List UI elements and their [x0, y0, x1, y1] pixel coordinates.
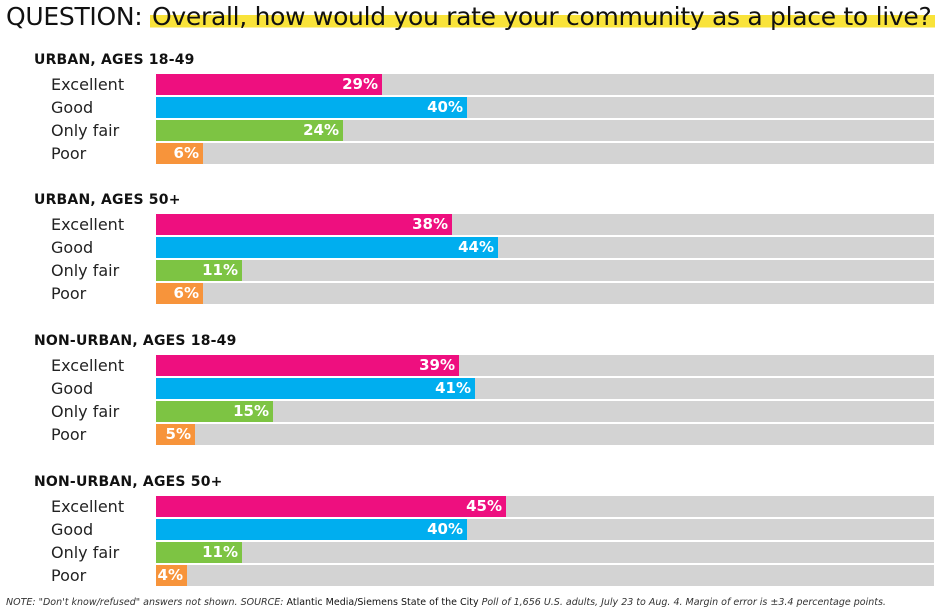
footnote: NOTE: "Don't know/refused" answers not s…: [6, 597, 886, 608]
bar: 4%: [156, 565, 187, 586]
group-title: NON-URBAN, AGES 50+: [34, 474, 223, 490]
bar-value-label: 45%: [466, 497, 502, 515]
bar-track: 39%: [156, 355, 934, 376]
bar-track: 11%: [156, 260, 934, 281]
bar: 44%: [156, 237, 498, 258]
bar-track: 6%: [156, 283, 934, 304]
category-label: Good: [51, 98, 94, 117]
bar-track: 45%: [156, 496, 934, 517]
bar-row: Excellent 38%: [0, 214, 940, 235]
bar: 5%: [156, 424, 195, 445]
bar-track: 4%: [156, 565, 934, 586]
bar-value-label: 6%: [173, 144, 199, 162]
bar: 6%: [156, 143, 203, 164]
bar-row: Only fair 15%: [0, 401, 940, 422]
bar-value-label: 29%: [342, 75, 378, 93]
bar: 39%: [156, 355, 459, 376]
bar: 40%: [156, 519, 467, 540]
bar-row: Poor 6%: [0, 283, 940, 304]
bar-row: Good 44%: [0, 237, 940, 258]
bar-row: Excellent 29%: [0, 74, 940, 95]
bar: 11%: [156, 260, 242, 281]
category-label: Good: [51, 238, 94, 257]
category-label: Only fair: [51, 402, 120, 421]
bar-track: 40%: [156, 519, 934, 540]
bar-row: Only fair 11%: [0, 260, 940, 281]
bar: 24%: [156, 120, 343, 141]
bar-value-label: 11%: [202, 261, 238, 279]
category-label: Poor: [51, 284, 87, 303]
bar-track: 11%: [156, 542, 934, 563]
bar: 11%: [156, 542, 242, 563]
bar-row: Good 41%: [0, 378, 940, 399]
footnote-source: Atlantic Media/Siemens State of the City: [286, 597, 479, 608]
bar-value-label: 38%: [412, 215, 448, 233]
bar: 6%: [156, 283, 203, 304]
category-label: Only fair: [51, 261, 120, 280]
category-label: Poor: [51, 425, 87, 444]
question-text: Overall, how would you rate your communi…: [150, 2, 936, 31]
bar: 41%: [156, 378, 475, 399]
question-prefix: QUESTION:: [6, 2, 143, 31]
category-label: Excellent: [51, 356, 125, 375]
category-label: Good: [51, 520, 94, 539]
category-label: Only fair: [51, 543, 120, 562]
bar-value-label: 11%: [202, 543, 238, 561]
bar-track: 5%: [156, 424, 934, 445]
bar: 40%: [156, 97, 467, 118]
bar: 45%: [156, 496, 506, 517]
bar-track: 40%: [156, 97, 934, 118]
bar-value-label: 40%: [427, 98, 463, 116]
bar: 15%: [156, 401, 273, 422]
bar-value-label: 6%: [173, 284, 199, 302]
bar-value-label: 40%: [427, 520, 463, 538]
bar-row: Poor 4%: [0, 565, 940, 586]
category-label: Excellent: [51, 497, 125, 516]
category-label: Good: [51, 379, 94, 398]
bar-row: Good 40%: [0, 519, 940, 540]
bar-track: 15%: [156, 401, 934, 422]
category-label: Excellent: [51, 75, 125, 94]
bar-row: Only fair 11%: [0, 542, 940, 563]
bar-value-label: 5%: [165, 425, 191, 443]
footnote-details: Poll of 1,656 U.S. adults, July 23 to Au…: [478, 597, 886, 608]
bar: 29%: [156, 74, 382, 95]
group-title: NON-URBAN, AGES 18-49: [34, 333, 237, 349]
category-label: Only fair: [51, 121, 120, 140]
bar: 38%: [156, 214, 452, 235]
bar-row: Poor 5%: [0, 424, 940, 445]
group-title: URBAN, AGES 50+: [34, 192, 181, 208]
bar-value-label: 39%: [419, 356, 455, 374]
bar-value-label: 24%: [303, 121, 339, 139]
bar-value-label: 4%: [157, 566, 183, 584]
bar-value-label: 44%: [458, 238, 494, 256]
bar-row: Excellent 39%: [0, 355, 940, 376]
bar-track: 24%: [156, 120, 934, 141]
footnote-note: NOTE: "Don't know/refused" answers not s…: [6, 597, 287, 608]
bar-value-label: 41%: [435, 379, 471, 397]
category-label: Excellent: [51, 215, 125, 234]
bar-row: Only fair 24%: [0, 120, 940, 141]
bar-track: 44%: [156, 237, 934, 258]
category-label: Poor: [51, 144, 87, 163]
bar-track: 41%: [156, 378, 934, 399]
bar-row: Good 40%: [0, 97, 940, 118]
bar-row: Excellent 45%: [0, 496, 940, 517]
bar-track: 29%: [156, 74, 934, 95]
bar-row: Poor 6%: [0, 143, 940, 164]
bar-track: 6%: [156, 143, 934, 164]
chart-title: QUESTION: Overall, how would you rate yo…: [6, 2, 936, 31]
bar-track: 38%: [156, 214, 934, 235]
group-title: URBAN, AGES 18-49: [34, 52, 195, 68]
bar-value-label: 15%: [233, 402, 269, 420]
category-label: Poor: [51, 566, 87, 585]
